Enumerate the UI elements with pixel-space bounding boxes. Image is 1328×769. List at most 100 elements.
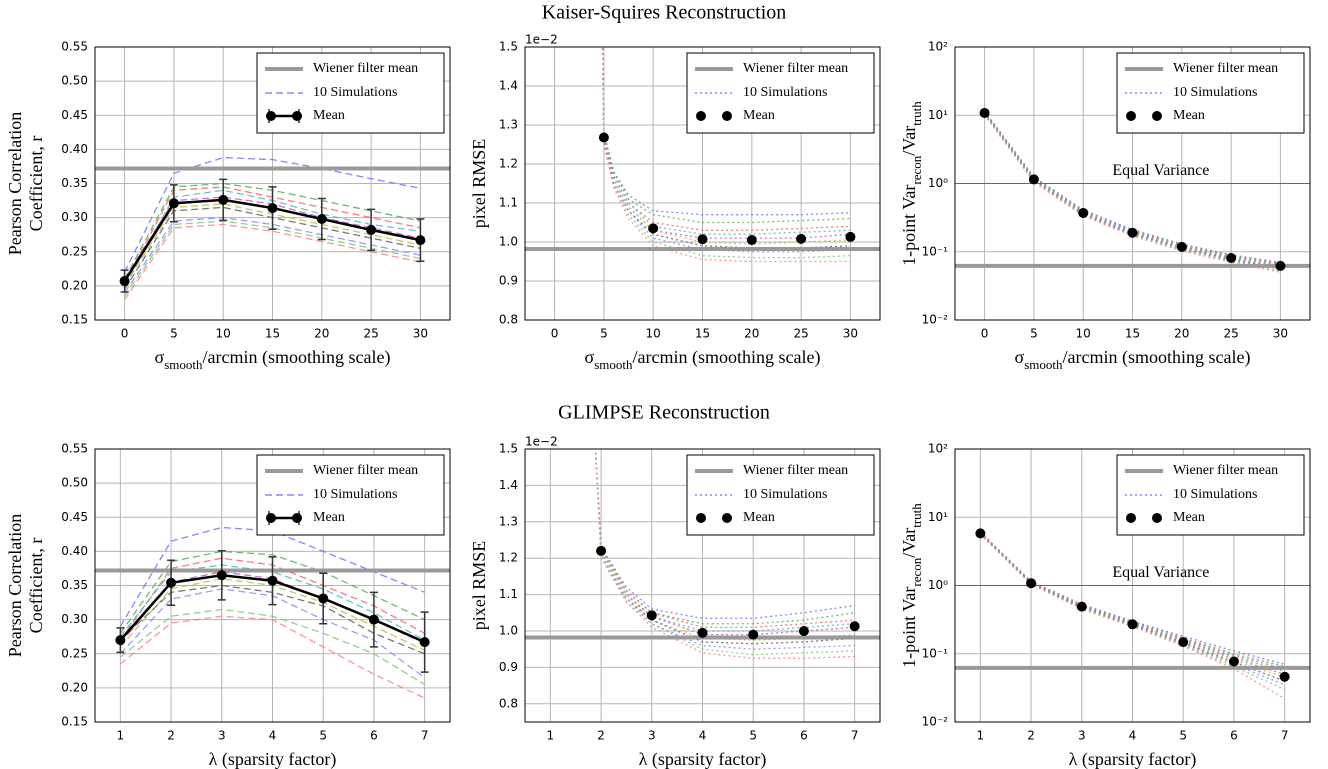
y-tick-label: 0.50 xyxy=(61,74,88,88)
y-tick-label: 1.0 xyxy=(499,624,518,638)
x-tick-label: 1 xyxy=(117,729,125,743)
x-tick-label: 3 xyxy=(648,729,656,743)
x-tick-label: 0 xyxy=(121,327,129,341)
x-tick-label: 4 xyxy=(269,729,277,743)
legend-swatch xyxy=(722,513,732,523)
legend-box xyxy=(686,52,875,134)
y-tick-label: 10⁻² xyxy=(922,715,949,729)
x-axis-label-part: σ xyxy=(585,347,595,367)
legend-swatch xyxy=(1152,111,1162,121)
x-tick-label: 5 xyxy=(319,729,327,743)
y-axis-label: 1-point Varrecon/Vartruth xyxy=(899,101,924,266)
x-tick-label: 6 xyxy=(800,729,808,743)
x-tick-label: 4 xyxy=(699,729,707,743)
y-axis-label-part: /Var xyxy=(899,528,919,558)
x-tick-label: 0 xyxy=(551,327,559,341)
simulation-line xyxy=(601,47,851,224)
mean-point xyxy=(748,629,759,640)
mean-point xyxy=(119,276,130,287)
legend-swatch xyxy=(1126,513,1136,523)
y-tick-label: 0.15 xyxy=(61,313,88,327)
x-tick-label: 3 xyxy=(218,729,226,743)
y-tick-label: 10² xyxy=(928,442,948,456)
y-tick-label: 10⁰ xyxy=(928,578,948,592)
simulation-line xyxy=(594,449,855,619)
mean-point xyxy=(318,593,329,604)
axes-frame xyxy=(94,46,451,321)
legend-swatch xyxy=(266,111,276,121)
mean-point xyxy=(697,234,708,245)
x-tick-label: 20 xyxy=(744,327,759,341)
x-tick-label: 20 xyxy=(314,327,329,341)
y-tick-label: 0.35 xyxy=(61,578,88,592)
legend-swatch xyxy=(292,111,302,121)
mean-point xyxy=(1127,619,1138,630)
y-axis-label-part: 1-point Var xyxy=(899,185,919,266)
legend-box xyxy=(1116,454,1305,536)
y-tick-label: 1.4 xyxy=(499,478,518,492)
legend-label: 10 Simulations xyxy=(743,85,827,100)
mean-point xyxy=(115,635,126,646)
legend-swatch xyxy=(696,513,706,523)
mean-point xyxy=(1279,671,1290,682)
x-tick-label: 5 xyxy=(170,327,178,341)
mean-point xyxy=(648,223,659,234)
mean-point xyxy=(697,627,708,638)
panel: 0 5 10 15 20 25 30 0.8 0.9 1.0 1.1 1.2 1.3 1.4 1.5 1e−2… xyxy=(469,33,881,372)
y-tick-label: 1.2 xyxy=(499,551,518,565)
legend-swatch xyxy=(292,513,302,523)
x-tick-label: 25 xyxy=(1223,327,1238,341)
x-tick-label: 7 xyxy=(851,729,859,743)
x-tick-label: 15 xyxy=(265,327,280,341)
y-tick-label: 0.50 xyxy=(61,476,88,490)
y-axis-label-part: truth xyxy=(909,503,924,528)
x-tick-label: 10 xyxy=(646,327,661,341)
mean-point xyxy=(1127,227,1138,238)
x-tick-label: 4 xyxy=(1129,729,1137,743)
annotation-text: Equal Variance xyxy=(1112,162,1209,179)
axes-frame xyxy=(954,448,1311,723)
mean-point xyxy=(267,203,278,214)
mean-point xyxy=(1076,601,1087,612)
x-tick-label: 6 xyxy=(1230,729,1238,743)
mean-point xyxy=(267,575,278,586)
x-tick-label: 30 xyxy=(843,327,858,341)
x-tick-label: 5 xyxy=(600,327,608,341)
y-axis-label-part: truth xyxy=(909,101,924,126)
y-axis-label-part: recon xyxy=(909,155,924,184)
y-tick-label: 10⁰ xyxy=(928,176,948,190)
x-tick-label: 7 xyxy=(421,729,429,743)
y-axis-label: Pearson Correlation xyxy=(5,514,25,657)
y-tick-label: 1.0 xyxy=(499,235,518,249)
y-tick-label: 10⁻¹ xyxy=(922,646,949,660)
legend-label: 10 Simulations xyxy=(313,85,397,100)
legend-label: Wiener filter mean xyxy=(1173,61,1278,76)
mean-point xyxy=(979,107,990,118)
y-axis-label: Pearson Correlation xyxy=(5,112,25,255)
mean-point xyxy=(218,194,229,205)
y-tick-label: 0.15 xyxy=(61,715,88,729)
y-tick-label: 0.35 xyxy=(61,176,88,190)
legend-label: Mean xyxy=(313,510,345,525)
y-tick-label: 0.30 xyxy=(61,612,88,626)
x-tick-label: 25 xyxy=(793,327,808,341)
mean-point xyxy=(746,235,757,246)
simulation-line xyxy=(601,47,851,263)
axes-frame xyxy=(524,46,881,321)
y-axis-label: pixel RMSE xyxy=(469,541,489,631)
y-axis-label: pixel RMSE xyxy=(469,139,489,229)
x-axis-label-part: σ xyxy=(1015,347,1025,367)
legend-label: Wiener filter mean xyxy=(313,61,418,76)
simulation-line xyxy=(119,615,425,699)
mean-point xyxy=(1176,241,1187,252)
y-tick-label: 10¹ xyxy=(928,108,948,122)
x-tick-label: 1 xyxy=(977,729,985,743)
y-axis-label: 1-point Varrecon/Vartruth xyxy=(899,503,924,668)
x-tick-label: 3 xyxy=(1078,729,1086,743)
mean-point xyxy=(798,626,809,636)
mean-point xyxy=(796,233,807,244)
y-tick-label: 1.2 xyxy=(499,157,518,171)
legend-label: 10 Simulations xyxy=(1173,487,1257,502)
legend-label: 10 Simulations xyxy=(313,487,397,502)
mean-point xyxy=(168,198,179,209)
